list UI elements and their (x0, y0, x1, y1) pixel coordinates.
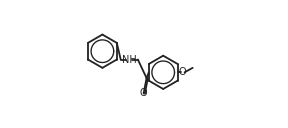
Text: O: O (179, 67, 187, 77)
Text: O: O (140, 88, 147, 98)
Text: NH: NH (122, 55, 137, 65)
